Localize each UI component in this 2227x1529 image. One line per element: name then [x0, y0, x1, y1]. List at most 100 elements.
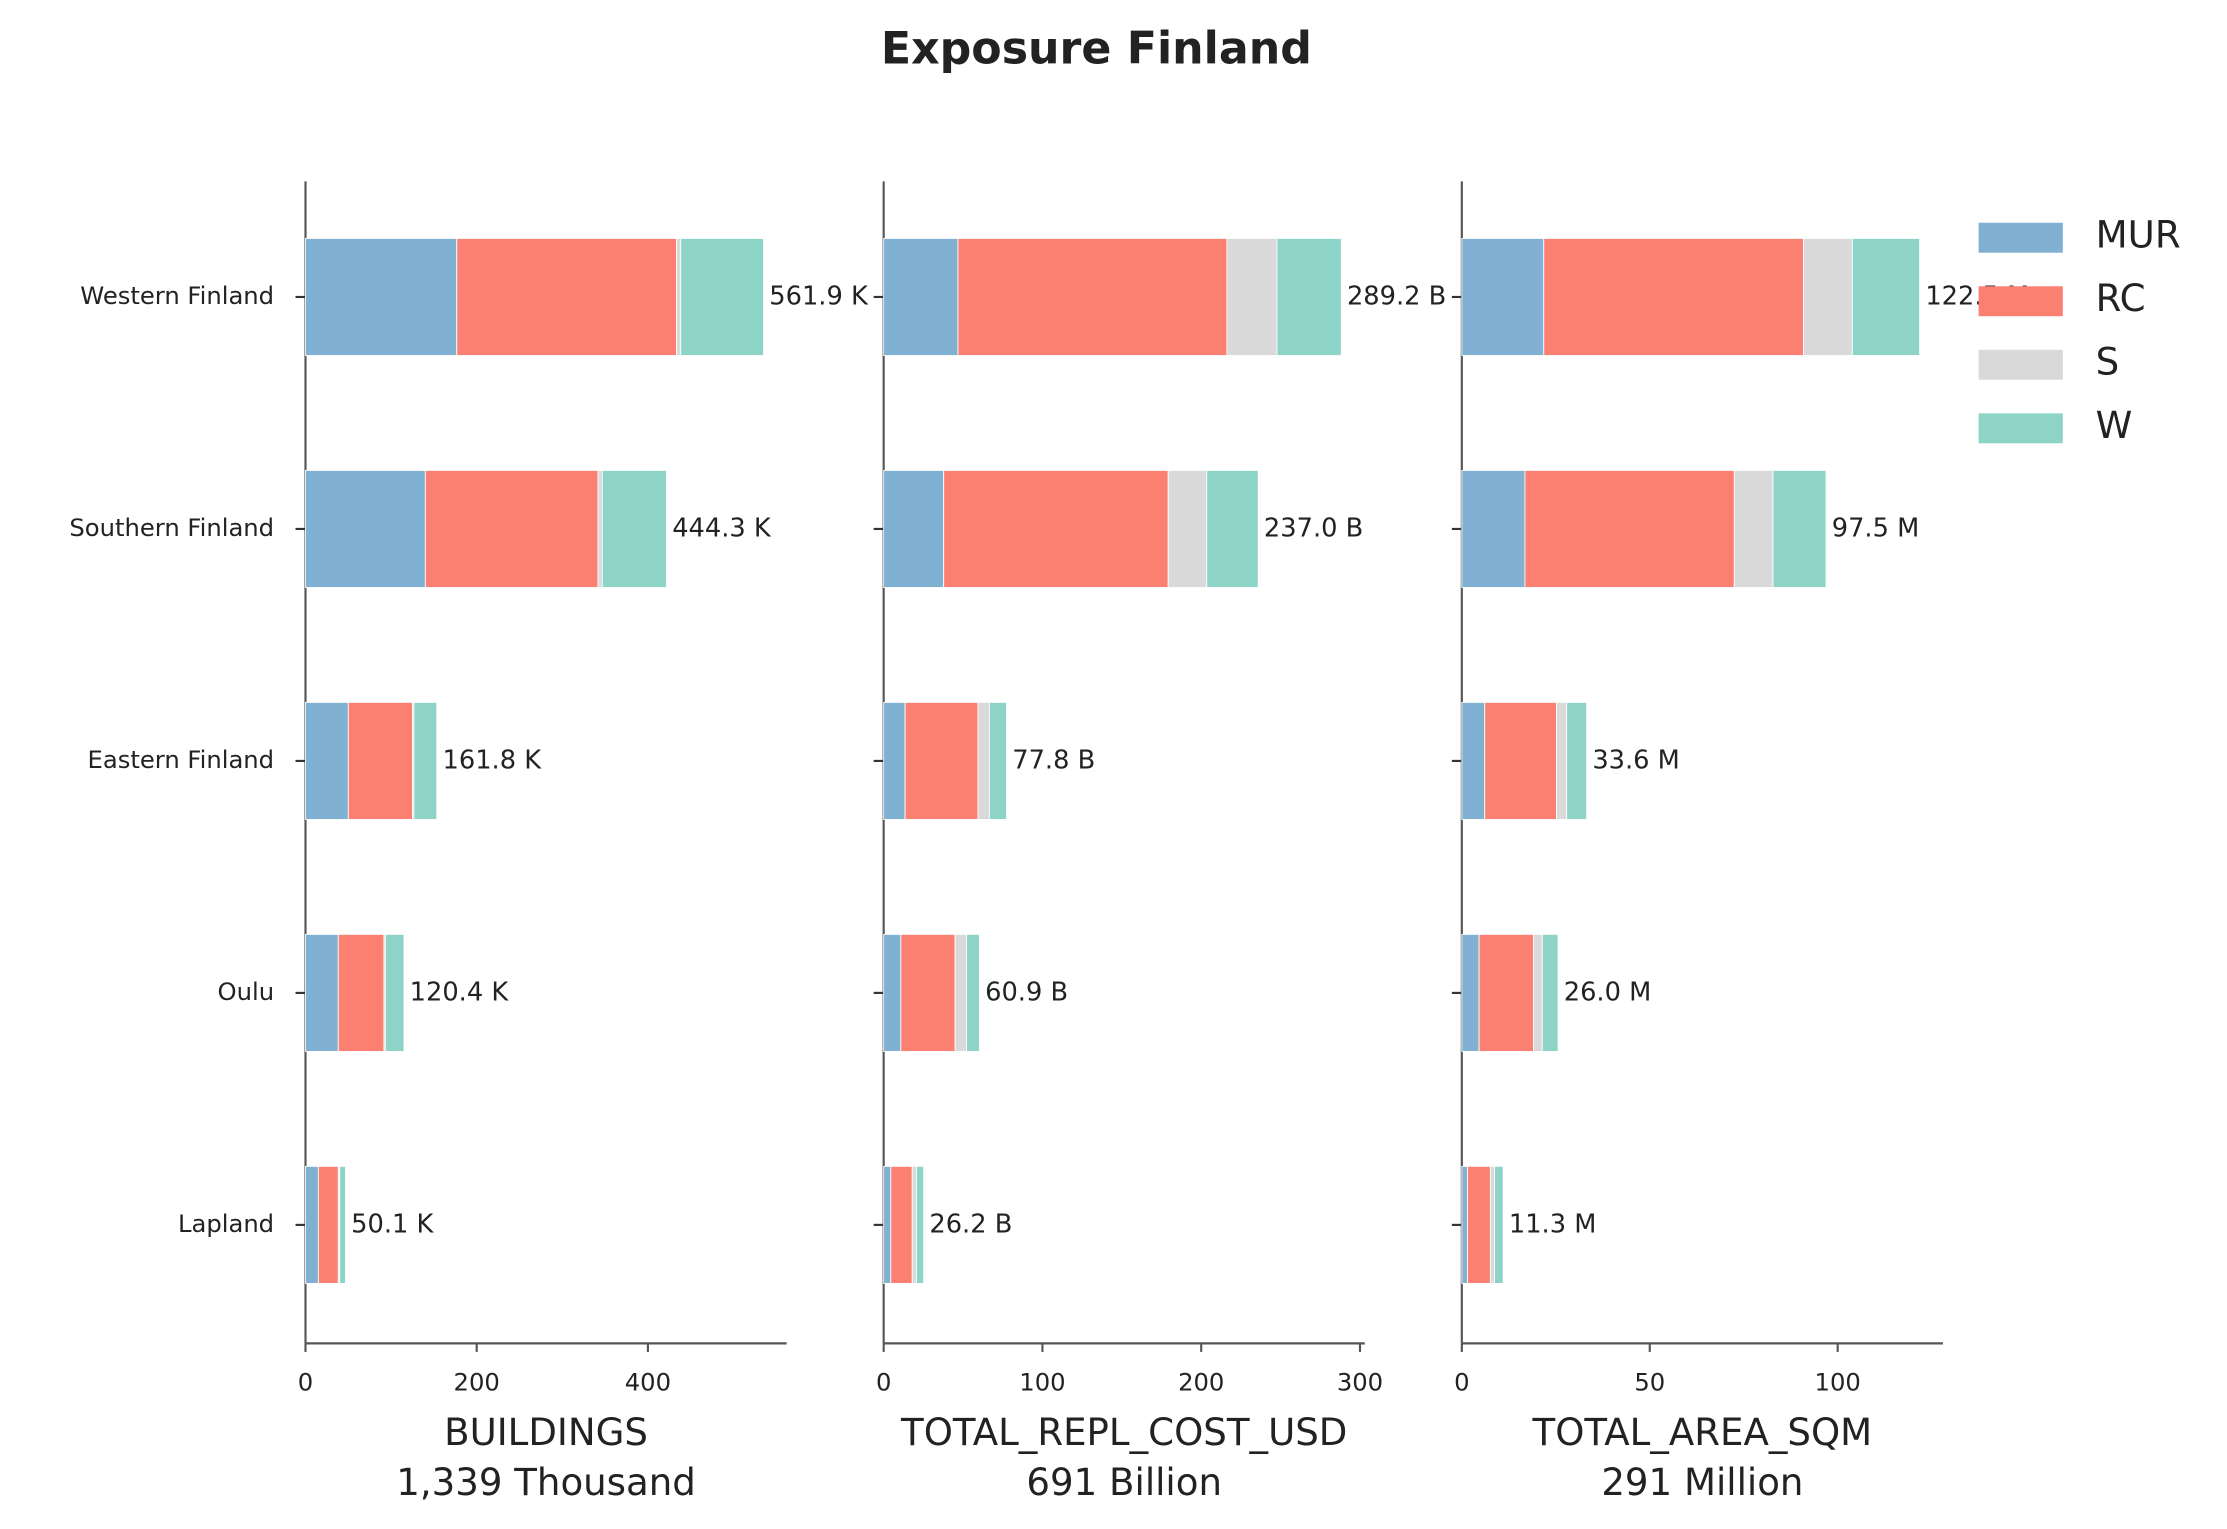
bar-segment [904, 701, 979, 820]
y-tick-label: Lapland [178, 1209, 274, 1238]
bar-segment [1467, 1165, 1491, 1284]
x-tick-label: 200 [1178, 1367, 1224, 1396]
bar-segment [1803, 238, 1853, 356]
y-tick-label: Western Finland [80, 281, 274, 310]
chart-title: Exposure Finland [881, 23, 1312, 74]
legend-label: RC [2096, 277, 2146, 320]
bar-segment [883, 469, 945, 588]
bar-segment [911, 1165, 917, 1284]
bar-segment [1851, 238, 1921, 356]
x-tick-label: 50 [1634, 1367, 1665, 1396]
bar-segment [317, 1165, 339, 1284]
x-axis-label: TOTAL_AREA_SQM [1532, 1411, 1873, 1454]
legend-swatch [1978, 413, 2063, 444]
y-tick-label: Southern Finland [69, 513, 274, 542]
total-label: 120.4 K [410, 977, 510, 1007]
legend-swatch [1978, 222, 2063, 253]
x-axis-note: 1,339 Thousand [396, 1461, 696, 1504]
bar-segment [456, 238, 677, 356]
bar-segment [988, 701, 1007, 820]
bar-segment [890, 1165, 913, 1284]
total-label: 289.2 B [1347, 281, 1446, 311]
bar-segment [305, 701, 349, 820]
x-axis-note: 291 Million [1601, 1461, 1803, 1504]
bar-segment [413, 701, 438, 820]
bar-segment [680, 238, 764, 356]
x-axis-label: BUILDINGS [444, 1411, 648, 1454]
bar-segment [957, 238, 1228, 356]
bar-segment [1494, 1165, 1504, 1284]
x-tick-label: 100 [1019, 1367, 1065, 1396]
total-label: 60.9 B [985, 977, 1068, 1007]
total-label: 26.0 M [1564, 977, 1652, 1007]
total-label: 444.3 K [672, 513, 772, 543]
bar-segment [883, 933, 902, 1052]
x-tick-label: 0 [1454, 1367, 1469, 1396]
total-label: 77.8 B [1012, 745, 1095, 775]
legend-label: W [2096, 404, 2133, 447]
bar-segment [1556, 701, 1568, 820]
total-label: 11.3 M [1509, 1209, 1597, 1239]
bar-segment [943, 469, 1169, 588]
y-tick-label: Eastern Finland [88, 745, 275, 774]
y-tick-label: Oulu [218, 977, 275, 1006]
bar-segment [305, 469, 426, 588]
x-tick-label: 200 [454, 1367, 500, 1396]
bar-segment [1167, 469, 1208, 588]
bar-segment [1543, 238, 1804, 356]
total-label: 33.6 M [1592, 745, 1680, 775]
bar-segment [384, 933, 405, 1052]
bar-segment [1461, 238, 1545, 356]
bar-segment [601, 469, 667, 588]
total-label: 561.9 K [769, 281, 869, 311]
bar-segment [1524, 469, 1735, 588]
x-tick-label: 0 [298, 1367, 313, 1396]
x-tick-label: 300 [1337, 1367, 1383, 1396]
bar-segment [337, 933, 385, 1052]
bar-segment [916, 1165, 925, 1284]
bar-segment [1489, 1165, 1495, 1284]
bar-segment [1276, 238, 1342, 356]
total-label: 26.2 B [929, 1209, 1012, 1239]
bar-segment [1478, 933, 1535, 1052]
bar-segment [883, 238, 959, 356]
total-label: 97.5 M [1832, 513, 1920, 543]
bar-segment [954, 933, 967, 1052]
bar-segment [305, 1165, 319, 1284]
x-axis-label: TOTAL_REPL_COST_USD [900, 1411, 1347, 1454]
bar-segment [1461, 933, 1480, 1052]
legend-label: MUR [2096, 214, 2181, 257]
bar-segment [305, 238, 458, 356]
bar-segment [1484, 701, 1557, 820]
bar-segment [305, 933, 339, 1052]
bar-segment [1461, 701, 1486, 820]
x-axis-note: 691 Billion [1026, 1461, 1222, 1504]
bar-segment [347, 701, 413, 820]
bar-segment [1533, 933, 1543, 1052]
bar-segment [1206, 469, 1259, 588]
total-label: 161.8 K [443, 745, 543, 775]
bar-segment [883, 701, 906, 820]
bar-segment [883, 1165, 892, 1284]
bar-segment [1461, 469, 1526, 588]
bar-segment [1772, 469, 1827, 588]
bar-segment [900, 933, 956, 1052]
total-label: 50.1 K [351, 1209, 434, 1239]
bar-segment [424, 469, 599, 588]
bar-segment [1733, 469, 1774, 588]
bar-segment [339, 1165, 346, 1284]
x-tick-label: 0 [876, 1367, 891, 1396]
legend-swatch [1978, 286, 2063, 317]
legend-label: S [2096, 341, 2120, 384]
bar-segment [977, 701, 990, 820]
total-label: 237.0 B [1264, 513, 1363, 543]
legend-swatch [1978, 349, 2063, 380]
bar-segment [1566, 701, 1588, 820]
bar-segment [1226, 238, 1278, 356]
bar-segment [676, 238, 682, 356]
x-tick-label: 100 [1815, 1367, 1861, 1396]
bar-segment [597, 469, 603, 588]
bar-segment [966, 933, 980, 1052]
